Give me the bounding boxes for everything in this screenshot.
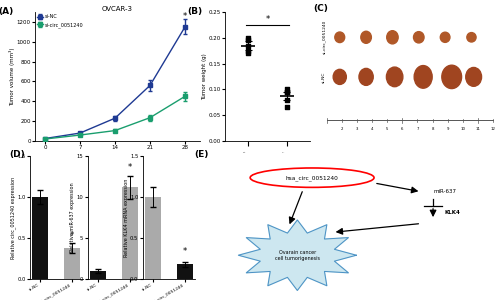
- Text: miR-637: miR-637: [433, 189, 456, 194]
- FancyBboxPatch shape: [196, 150, 500, 297]
- Text: KLK4: KLK4: [445, 210, 460, 215]
- Y-axis label: Tumor weight (g): Tumor weight (g): [202, 53, 207, 100]
- Bar: [64, 248, 80, 279]
- Text: 2: 2: [340, 127, 343, 131]
- Bar: [145, 197, 161, 279]
- Point: [283, 90, 291, 94]
- Ellipse shape: [386, 67, 403, 87]
- Ellipse shape: [250, 168, 374, 188]
- Text: si-NC: si-NC: [322, 71, 326, 82]
- Text: (D): (D): [9, 150, 25, 159]
- Text: 10: 10: [460, 127, 466, 131]
- Text: (B): (B): [187, 7, 202, 16]
- Ellipse shape: [333, 69, 346, 84]
- Text: (A): (A): [0, 7, 14, 16]
- Text: 9: 9: [446, 127, 449, 131]
- Text: 7: 7: [416, 127, 418, 131]
- Point: [244, 51, 252, 56]
- Text: si-circ_0051240: si-circ_0051240: [322, 20, 326, 55]
- Text: Ovarain cancer
cell tumorigenesis: Ovarain cancer cell tumorigenesis: [275, 250, 320, 261]
- Point: [244, 48, 252, 53]
- Point: [283, 90, 291, 94]
- Title: OVCAR-3: OVCAR-3: [102, 6, 133, 12]
- Text: hsa_circ_0051240: hsa_circ_0051240: [286, 175, 339, 181]
- Ellipse shape: [335, 32, 344, 43]
- Ellipse shape: [414, 66, 432, 88]
- Bar: [176, 264, 192, 279]
- Text: *: *: [128, 164, 132, 172]
- Text: *: *: [183, 12, 187, 21]
- Text: 11: 11: [476, 127, 480, 131]
- Ellipse shape: [386, 31, 398, 44]
- Text: *: *: [266, 15, 270, 24]
- Ellipse shape: [361, 31, 372, 43]
- Ellipse shape: [414, 32, 424, 43]
- Text: 12: 12: [490, 127, 496, 131]
- Legend: si-NC, si-circ_0051240: si-NC, si-circ_0051240: [38, 14, 84, 28]
- Y-axis label: Tumor volume (mm³): Tumor volume (mm³): [10, 47, 16, 106]
- Ellipse shape: [440, 32, 450, 42]
- Y-axis label: Relative circ_0051240 expression: Relative circ_0051240 expression: [10, 176, 16, 259]
- Point: [283, 87, 291, 92]
- Text: 3: 3: [356, 127, 358, 131]
- Point: [244, 43, 252, 48]
- Text: 4: 4: [371, 127, 374, 131]
- Ellipse shape: [466, 68, 481, 86]
- Y-axis label: Relative miR-637 expression: Relative miR-637 expression: [70, 183, 75, 252]
- Ellipse shape: [442, 65, 462, 88]
- Point: [244, 35, 252, 40]
- Point: [283, 105, 291, 110]
- Y-axis label: Relative KLK4 mRNA expression: Relative KLK4 mRNA expression: [124, 178, 128, 257]
- Bar: [122, 187, 138, 279]
- Bar: [32, 197, 48, 279]
- Point: [244, 38, 252, 43]
- Ellipse shape: [467, 33, 476, 42]
- Text: *: *: [182, 247, 187, 256]
- Text: *: *: [70, 231, 74, 240]
- Bar: [90, 271, 106, 279]
- Text: 5: 5: [386, 127, 388, 131]
- Ellipse shape: [359, 68, 373, 86]
- Text: (C): (C): [313, 4, 328, 13]
- Point: [283, 97, 291, 102]
- Text: 8: 8: [432, 127, 434, 131]
- Text: (E): (E): [194, 150, 208, 159]
- Text: 6: 6: [401, 127, 404, 131]
- Polygon shape: [238, 220, 356, 290]
